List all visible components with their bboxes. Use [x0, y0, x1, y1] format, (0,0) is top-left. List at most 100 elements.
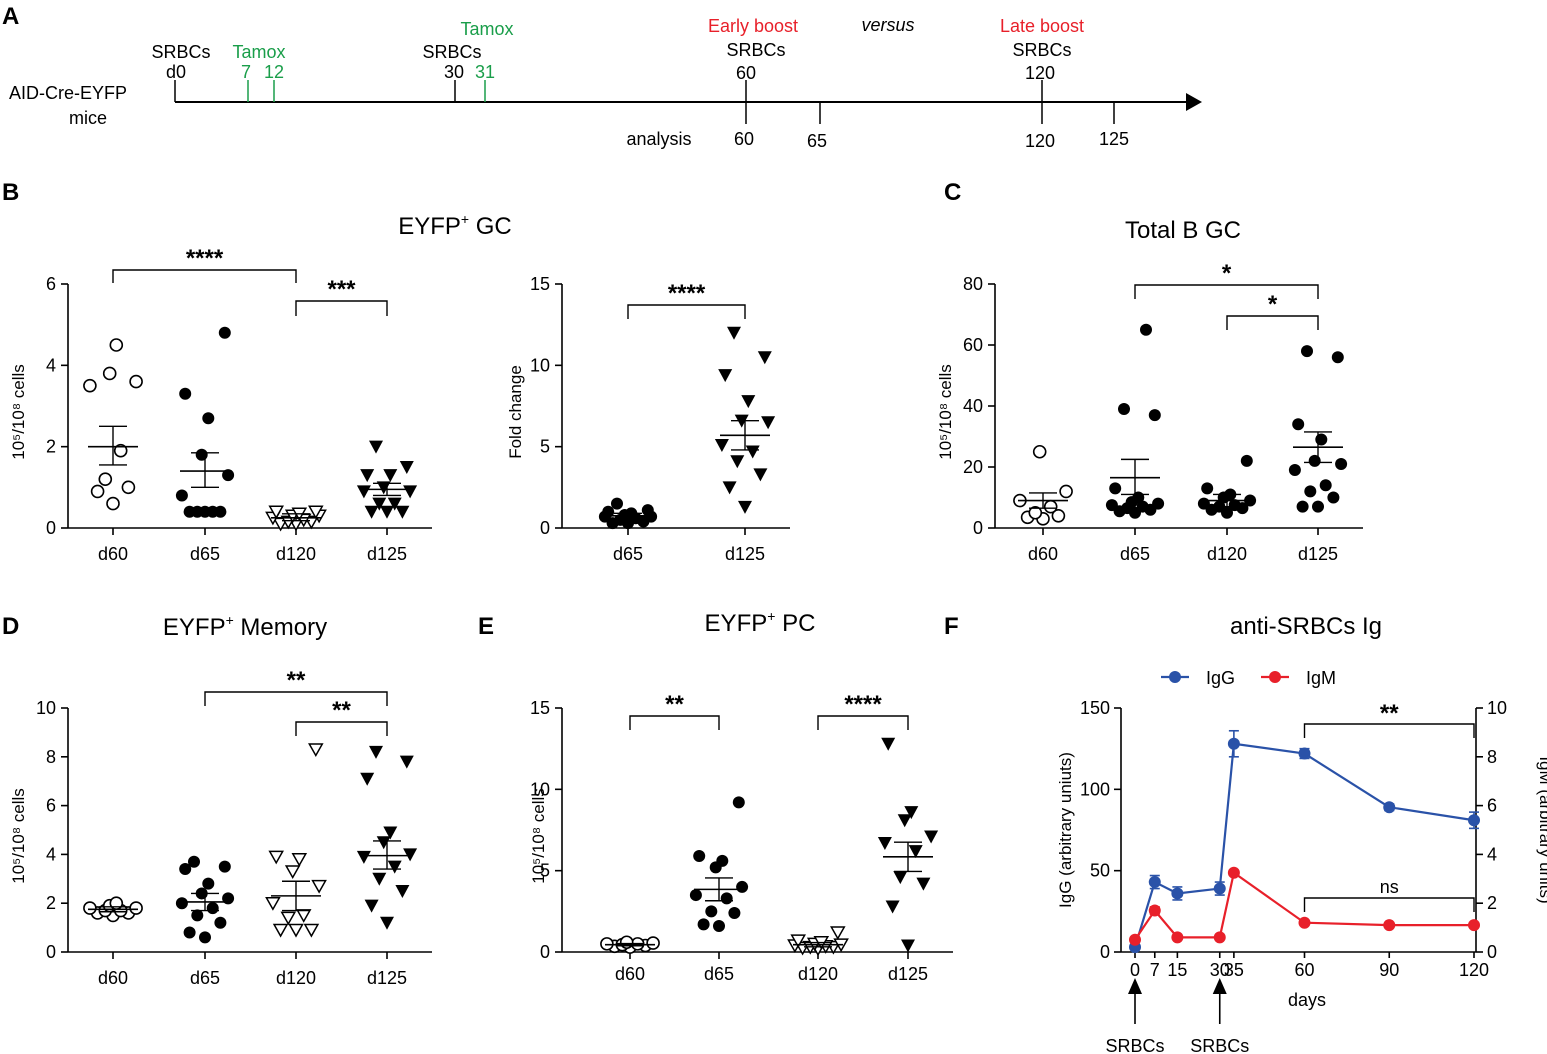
data-point-igm [1468, 919, 1480, 932]
significance-bracket [1303, 897, 1475, 912]
data-point [308, 505, 324, 520]
data-point [268, 505, 284, 520]
y-tick-label: 8 [46, 747, 56, 767]
x-axis-label: days [1288, 990, 1326, 1010]
data-point [830, 926, 846, 941]
data-point [265, 896, 281, 911]
x-tick-label: d60 [98, 968, 128, 988]
late-boost-label: Late boost [1000, 16, 1084, 36]
y-axis-label-right: IgM (arbitrary units) [1536, 756, 1547, 903]
x-tick-label: 35 [1224, 960, 1244, 980]
y-tick-label: 10 [530, 355, 550, 375]
y-tick-label-right: 6 [1487, 796, 1497, 816]
x-tick-label: 60 [1294, 960, 1314, 980]
data-point [641, 504, 654, 517]
data-point [1315, 433, 1328, 446]
data-point [1240, 454, 1253, 467]
data-point [1228, 499, 1241, 512]
data-point [90, 484, 105, 499]
data-point [129, 901, 143, 915]
data-point [369, 440, 383, 454]
significance-label: *** [327, 276, 356, 303]
legend-marker [1169, 671, 1181, 683]
panel-label-e: E [478, 613, 494, 640]
data-point-igm [1148, 904, 1161, 917]
data-point [364, 505, 379, 519]
data-point [904, 806, 919, 820]
a60-label: 60 [734, 129, 754, 149]
data-point [83, 901, 97, 915]
data-point [106, 496, 120, 511]
y-axis-label: Fold change [506, 365, 525, 459]
data-point [714, 439, 729, 453]
legend-label: IgG [1206, 668, 1235, 688]
d0-label: d0 [166, 62, 186, 82]
data-point [1105, 499, 1118, 512]
data-point-igg [1171, 887, 1184, 900]
significance-bracket [629, 715, 720, 730]
data-point [1197, 497, 1210, 510]
y-tick-label-left: 50 [1090, 861, 1110, 881]
data-point [1304, 485, 1317, 498]
data-point [761, 416, 776, 430]
data-point [383, 826, 398, 840]
data-point [206, 505, 219, 518]
data-point [175, 897, 188, 910]
data-point [1148, 409, 1161, 422]
a65-label: 65 [807, 131, 827, 151]
significance-label: ** [332, 697, 351, 724]
data-point [218, 326, 231, 339]
x-tick-label: d120 [798, 964, 838, 984]
data-point [897, 814, 912, 828]
data-point [83, 378, 97, 393]
data-point-igm [1227, 866, 1240, 879]
y-tick-label-right: 4 [1487, 844, 1497, 864]
t12-label: 12 [264, 62, 284, 82]
b120-label: 120 [1025, 63, 1055, 83]
data-point [1109, 482, 1122, 495]
data-point [206, 902, 219, 915]
data-point [395, 885, 410, 898]
significance-bracket [627, 304, 746, 319]
significance-label: **** [668, 280, 706, 307]
versus-label: versus [861, 15, 914, 35]
significance-bracket [817, 715, 909, 730]
data-point [188, 855, 200, 868]
data-point [732, 796, 745, 809]
data-point [372, 872, 387, 886]
y-tick-label-left: 0 [1100, 942, 1110, 962]
data-point-igg [1468, 814, 1480, 827]
significance-label: **** [186, 245, 224, 272]
y-tick-label: 40 [963, 396, 983, 416]
data-point [102, 366, 117, 381]
data-point [600, 937, 614, 951]
data-point-igm [1129, 933, 1141, 946]
y-tick-label: 6 [46, 796, 56, 816]
data-point-igg [1383, 801, 1396, 814]
data-point [399, 755, 414, 769]
data-point [881, 737, 896, 751]
data-point [1132, 491, 1145, 504]
data-point [705, 905, 718, 918]
analysis-label: analysis [626, 129, 691, 149]
data-point [387, 497, 402, 511]
y-axis-label: 10⁵/10⁸ cells [936, 364, 955, 460]
data-point [1331, 351, 1344, 364]
data-point [1292, 418, 1305, 431]
timeline-panel: AID-Cre-EYFP mice SRBCs d0 Tamox 7 12 SR… [9, 15, 1202, 151]
data-point [602, 505, 615, 518]
y-tick-label: 0 [540, 942, 550, 962]
data-point [311, 879, 327, 894]
y-tick-label: 10 [36, 698, 56, 718]
data-point [1140, 323, 1152, 336]
data-point [183, 926, 196, 939]
y-axis-label: 10⁵/10⁸ cells [529, 788, 548, 884]
data-point [693, 850, 706, 863]
chart-d-eyfp-memory: 0 2 4 6 8 10 10⁵/10⁸ cells d60 d65 d120 d125 ** ** [9, 667, 432, 988]
y-tick-label: 20 [963, 457, 983, 477]
data-point [727, 326, 741, 340]
y-tick-label: 15 [530, 698, 550, 718]
data-point [202, 412, 215, 425]
